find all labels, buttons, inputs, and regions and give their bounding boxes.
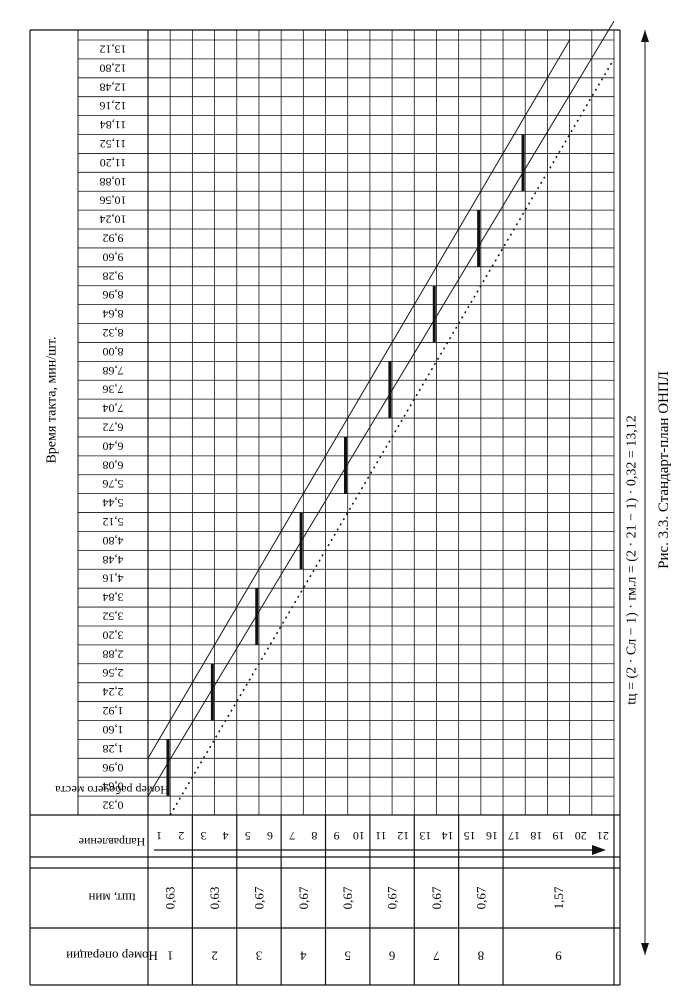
takt-tick-label: 2,24 (103, 685, 124, 699)
operation-time: 0,67 (296, 886, 311, 909)
workplace-number: 11 (375, 829, 387, 843)
workplace-number: 14 (442, 829, 454, 843)
takt-tick-label: 3,84 (103, 591, 124, 605)
workplace-number: 17 (508, 829, 520, 843)
takt-tick-label: 5,76 (103, 477, 124, 491)
takt-tick-label: 11,52 (100, 137, 127, 151)
operation-time: 0,63 (163, 887, 178, 910)
operation-number: 3 (256, 949, 263, 964)
takt-tick-label: 4,80 (103, 534, 124, 548)
operation-time: 0,67 (429, 886, 444, 909)
takt-tick-label: 11,20 (100, 156, 127, 170)
operation-number: 9 (555, 949, 562, 964)
operation-time: 0,67 (251, 886, 266, 909)
takt-tick-label: 0,64 (103, 780, 124, 794)
direction-arrow-icon (592, 845, 606, 855)
operation-time: 0,63 (207, 887, 222, 910)
operation-number: 2 (211, 949, 218, 964)
cycle-formula: tц = (2 · Сл − 1) · rм.л = (2 · 21 − 1) … (625, 415, 640, 705)
workplace-number: 12 (397, 829, 409, 843)
takt-tick-label: 4,48 (103, 553, 124, 567)
workplace-number: 8 (311, 829, 317, 843)
operation-time: 0,67 (473, 886, 488, 909)
takt-tick-label: 10,24 (100, 213, 127, 227)
workplace-number: 20 (575, 829, 587, 843)
operation-number: 8 (478, 949, 485, 964)
workplace-number: 19 (553, 829, 565, 843)
header-workplace-number: Номер рабочего места (54, 783, 168, 797)
workplace-number: 7 (289, 829, 295, 843)
takt-tick-label: 12,48 (100, 80, 127, 94)
workplace-number: 1 (156, 829, 162, 843)
takt-tick-label: 8,32 (103, 326, 124, 340)
takt-tick-label: 5,44 (103, 496, 124, 510)
takt-tick-label: 7,68 (103, 364, 124, 378)
dimension-arrow-bottom-icon (641, 943, 649, 955)
takt-tick-label: 4,16 (103, 572, 124, 586)
takt-tick-label: 8,64 (103, 307, 124, 321)
takt-tick-label: 2,88 (103, 647, 124, 661)
dimension-arrow-top-icon (641, 30, 649, 42)
operation-number: 1 (167, 949, 174, 964)
header-direction: Направление (79, 835, 146, 849)
header-takt-time: Время такта, мин/шт. (45, 336, 60, 463)
workplace-number: 10 (353, 829, 365, 843)
operation-number: 4 (300, 949, 307, 964)
takt-tick-label: 8,00 (103, 345, 124, 359)
takt-tick-label: 10,56 (100, 194, 127, 208)
takt-tick-label: 0,32 (103, 799, 124, 813)
takt-tick-label: 6,40 (103, 439, 124, 453)
workplace-number: 6 (267, 829, 273, 843)
workplace-number: 13 (419, 829, 431, 843)
takt-tick-label: 0,96 (103, 761, 124, 775)
takt-tick-label: 6,08 (103, 458, 124, 472)
workplace-number: 9 (334, 829, 340, 843)
workplace-number: 16 (486, 829, 498, 843)
takt-tick-label: 3,20 (103, 628, 124, 642)
operation-number: 5 (344, 949, 351, 964)
workplace-number: 15 (464, 829, 476, 843)
workplace-number: 2 (178, 829, 184, 843)
takt-tick-label: 2,56 (103, 666, 124, 680)
takt-tick-label: 1,60 (103, 723, 124, 737)
takt-tick-label: 9,60 (103, 250, 124, 264)
takt-tick-label: 7,36 (103, 383, 124, 397)
header-operation-number: Номер операции (66, 949, 158, 964)
takt-tick-label: 6,72 (103, 421, 124, 435)
takt-tick-label: 3,52 (103, 610, 124, 624)
takt-tick-label: 9,28 (103, 269, 124, 283)
takt-tick-label: 9,92 (103, 231, 124, 245)
workplace-number: 3 (200, 829, 206, 843)
takt-tick-label: 10,88 (100, 175, 127, 189)
workplace-number: 21 (597, 829, 609, 843)
takt-tick-label: 5,12 (103, 515, 124, 529)
takt-tick-label: 11,84 (100, 118, 127, 132)
header-time: tшт, мин (88, 891, 135, 906)
diagonal-line-dotted (169, 58, 615, 816)
takt-tick-label: 7,04 (103, 402, 124, 416)
takt-tick-label: 1,28 (103, 742, 124, 756)
figure-caption: Рис. 3.3. Стандарт-план ОНПЛ (656, 371, 672, 569)
takt-tick-label: 13,12 (100, 42, 127, 56)
diagonal-line-upper (147, 20, 615, 797)
takt-tick-label: 12,80 (100, 61, 127, 75)
workplace-number: 4 (223, 829, 229, 843)
operation-number: 7 (433, 949, 440, 964)
takt-tick-label: 12,16 (100, 99, 127, 113)
diagonal-line-mid (147, 39, 571, 759)
operation-time: 0,67 (340, 886, 355, 909)
takt-tick-label: 1,92 (103, 704, 124, 718)
workplace-number: 18 (530, 829, 542, 843)
operation-time: 0,67 (385, 886, 400, 909)
workplace-number: 5 (245, 829, 251, 843)
takt-tick-label: 8,96 (103, 288, 124, 302)
operation-time: 1,57 (551, 886, 566, 909)
operation-number: 6 (388, 949, 395, 964)
